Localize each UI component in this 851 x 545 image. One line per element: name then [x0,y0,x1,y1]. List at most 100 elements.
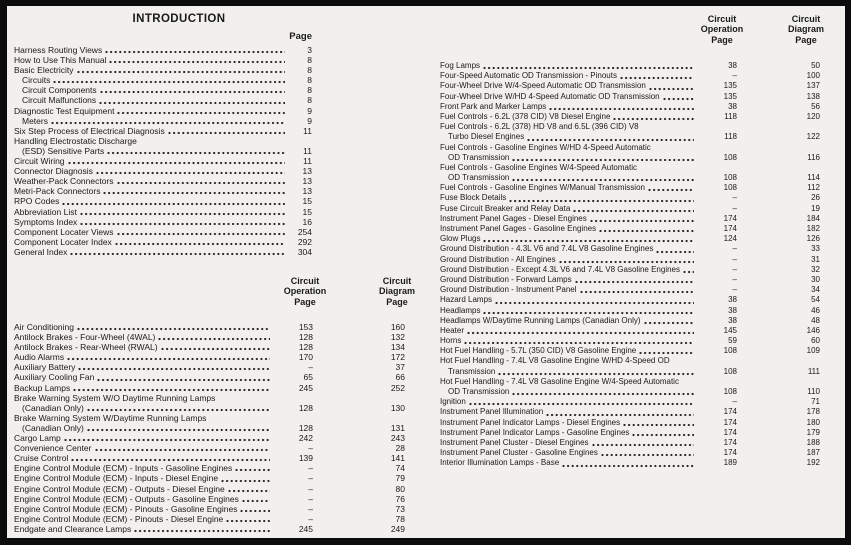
circuit-operation-page-number: 145 [723,325,737,335]
entry-label: Ignition [440,397,466,407]
entry-label: Handling Electrostatic Discharge [14,135,137,146]
intro-page-column-header: Page [289,31,312,42]
circuit-operation-page-number: 38 [728,101,737,111]
dot-leader [579,290,694,295]
circuit-operation-page-number: 38 [728,295,737,305]
toc-row: General Index 304 [14,247,312,257]
toc-row: Hazard Lamps 38 54 [440,295,820,305]
toc-row: OD Transmission 108 116 [440,153,820,163]
entry-label: OD Transmission [448,387,510,396]
toc-row: Harness Routing Views 3 [14,45,312,55]
toc-row: Fuse Circuit Breaker and Relay Data – 19 [440,204,820,214]
dot-leader [235,468,270,473]
entry-label: Engine Control Module (ECM) - Pinouts - … [14,503,238,514]
circuit-operation-page-number: 38 [728,305,737,315]
circuit-operation-page-number: – [732,244,737,254]
toc-row: Heater 145 146 [440,326,820,336]
toc-row: Antilock Brakes - Rear-Wheel (RWAL) 128 13… [14,342,405,352]
circuit-operation-page-number: 170 [298,352,313,363]
toc-row: Instrument Panel Indicator Lamps - Diese… [440,418,820,428]
dot-leader [99,100,285,105]
dot-leader [94,448,270,453]
toc-row: Ground Distribution - Forward Lamps – 30 [440,275,820,285]
entry-label: Brake Warning System W/O Daytime Running… [14,392,216,403]
circuit-diagram-page-number: 126 [806,234,820,244]
dot-leader [683,269,694,274]
dot-leader [76,70,285,75]
circuit-diagram-page-number: 134 [390,342,405,353]
entry-label: Instrument Panel Cluster - Diesel Engine… [440,437,589,447]
circuit-diagram-page-number: 146 [806,325,820,335]
entry-label: Auxiliary Battery [14,362,76,373]
toc-row: Fog Lamps 38 50 [440,61,820,71]
circuit-operation-page-number: – [308,483,313,494]
toc-row: Ground Distribution - 4.3L V6 and 7.4L V… [440,244,820,254]
page-number: 15 [302,206,312,217]
circuit-diagram-page-number: 192 [806,458,820,468]
page-number: 13 [302,176,312,187]
toc-row: Fuse Block Details – 26 [440,193,820,203]
entry-label: Auxiliary Cooling Fan [14,372,95,383]
dot-leader [662,96,694,101]
dot-leader [116,181,285,186]
dot-leader [221,478,270,483]
dot-leader [103,191,285,196]
entry-label: Component Locater Views [14,226,114,237]
circuit-diagram-page-number: 46 [811,305,820,315]
dot-leader [79,211,285,216]
circuit-diagram-page-number: 19 [811,203,820,213]
dot-leader [546,412,694,417]
circuit-diagram-page-number: 73 [395,503,405,514]
entry-label: Antilock Brakes - Rear-Wheel (RWAL) [14,342,158,353]
dot-leader [226,518,270,523]
circuit-diagram-page-number: 249 [390,523,405,534]
circuit-diagram-page-number: 31 [811,254,820,264]
dot-leader [527,137,694,142]
circuit-operation-page-number: – [308,473,313,484]
entry-label: Hot Fuel Handling - 7.4L V8 Gasoline Eng… [440,356,670,366]
dot-leader [464,341,694,346]
entry-label: OD Transmission [448,173,510,183]
entry-label: Circuit Malfunctions [22,95,97,106]
entry-label: Instrument Panel Indicator Lamps - Diese… [440,417,621,427]
circuit-diagram-page-number: 26 [811,193,820,203]
circuit-operation-page-number: – [732,254,737,264]
circuit-operation-page-number: – [308,493,313,504]
entry-label: Backup Lamps [14,382,71,393]
circuit-diagram-page-number: 182 [806,224,820,233]
dot-leader [134,528,270,533]
circuit-diagram-page-number: 137 [806,81,820,91]
page-number: 8 [307,65,312,76]
dot-leader [591,443,694,448]
dot-leader [589,219,694,223]
toc-row: Diagnostic Test Equipment 9 [14,106,312,116]
entry-label: Four-Wheel Drive W/HD 4-Speed Automatic … [440,91,660,101]
entry-label: Meters [22,115,48,126]
right-circuit-diagram-header: Circuit Diagram Page [787,14,824,45]
entry-label: Connector Diagnosis [14,166,93,177]
circuit-diagram-page-number: 110 [807,387,820,396]
entry-label: OD Transmission [448,152,510,162]
entry-label: Ground Distribution - 4.3L V6 and 7.4L V… [440,244,654,254]
circuit-diagram-page-number: 132 [390,332,405,343]
entry-label: Fuel Controls - 6.2L (378 CID) V8 Diesel… [440,111,611,121]
toc-row: Four-Wheel Drive W/4-Speed Automatic OD … [440,81,820,91]
entry-label: Glow Plugs [440,234,481,244]
entry-label: Engine Control Module (ECM) - Inputs - G… [14,463,233,474]
toc-row: Circuits 8 [14,75,312,85]
dot-leader [50,120,285,125]
circuit-operation-page-number: 174 [723,224,737,233]
page-number: 16 [302,216,312,227]
entry-label: Fuse Circuit Breaker and Relay Data [440,203,571,213]
circuit-diagram-page-number: 60 [811,336,820,346]
circuit-diagram-page-number: 184 [806,213,820,223]
circuit-operation-page-number: 59 [728,336,737,346]
dot-leader [80,221,285,226]
toc-row: Instrument Panel Illumination 174 178 [440,407,820,417]
circuit-diagram-page-number: 34 [811,285,820,295]
circuit-diagram-page-number: 76 [395,493,405,504]
page-number: 11 [303,145,312,156]
dot-leader [613,117,694,122]
entry-label: Fuel Controls - 6.2L (378) HD V8 and 6.5… [440,122,639,132]
